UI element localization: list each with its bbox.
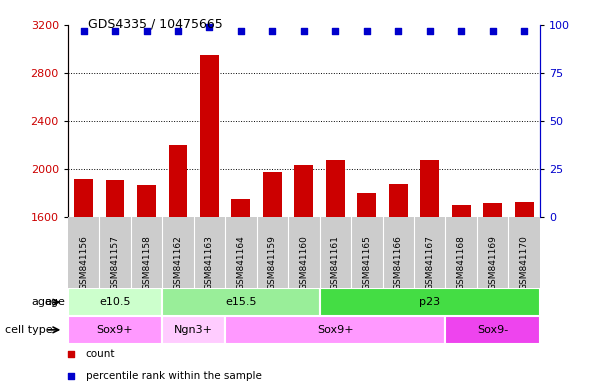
Bar: [483, 203, 502, 384]
Bar: [263, 172, 282, 384]
Bar: [358, 194, 376, 384]
Text: Sox9-: Sox9-: [477, 325, 508, 335]
Bar: [420, 160, 439, 384]
Bar: [389, 184, 408, 384]
Point: [519, 28, 529, 34]
Point: [236, 28, 245, 34]
Text: age: age: [44, 297, 65, 307]
Text: Ngn3+: Ngn3+: [174, 325, 213, 335]
Point: [330, 28, 340, 34]
Text: GDS4335 / 10475665: GDS4335 / 10475665: [88, 17, 223, 30]
Point: [457, 28, 466, 34]
Text: percentile rank within the sample: percentile rank within the sample: [86, 371, 261, 381]
Bar: [137, 185, 156, 384]
Point: [425, 28, 434, 34]
Bar: [106, 180, 124, 384]
Bar: [452, 205, 471, 384]
Bar: [514, 202, 533, 384]
Bar: [320, 288, 540, 316]
Point: [142, 28, 151, 34]
Bar: [445, 316, 540, 344]
Point: [173, 28, 183, 34]
Bar: [74, 179, 93, 384]
Bar: [68, 288, 162, 316]
Text: Sox9+: Sox9+: [317, 325, 353, 335]
Text: Sox9+: Sox9+: [97, 325, 133, 335]
Point: [66, 351, 76, 357]
Point: [488, 28, 497, 34]
Bar: [162, 288, 320, 316]
Bar: [200, 55, 219, 384]
Text: cell type: cell type: [5, 325, 53, 335]
Point: [205, 24, 214, 30]
Text: e10.5: e10.5: [99, 297, 131, 307]
Text: age: age: [32, 297, 53, 307]
Point: [66, 372, 76, 379]
Point: [394, 28, 403, 34]
Text: count: count: [86, 349, 115, 359]
Point: [110, 28, 120, 34]
Bar: [162, 316, 225, 344]
Text: p23: p23: [419, 297, 440, 307]
Text: e15.5: e15.5: [225, 297, 257, 307]
Point: [268, 28, 277, 34]
Point: [299, 28, 309, 34]
Bar: [169, 146, 188, 384]
Bar: [294, 165, 313, 384]
Bar: [225, 316, 445, 344]
Point: [79, 28, 88, 34]
Bar: [231, 199, 250, 384]
Bar: [68, 316, 162, 344]
Bar: [326, 160, 345, 384]
Point: [362, 28, 372, 34]
